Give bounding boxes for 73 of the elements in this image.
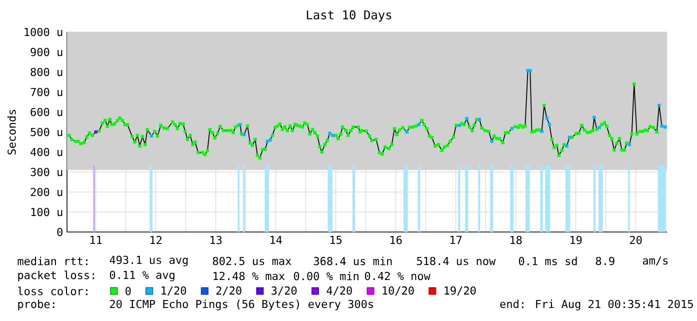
point bbox=[565, 144, 568, 148]
point bbox=[417, 123, 420, 126]
chart-title: Last 10 Days bbox=[306, 10, 392, 22]
point bbox=[658, 104, 661, 107]
point bbox=[545, 116, 548, 120]
point bbox=[328, 132, 332, 135]
y-tick-label: 200 u bbox=[30, 188, 62, 196]
text: 493.1 us avg bbox=[110, 256, 188, 266]
text: 0.00 % min bbox=[294, 272, 358, 280]
legend-title: loss color: bbox=[18, 286, 88, 296]
point bbox=[592, 116, 596, 119]
y-tick-label: 300 u bbox=[30, 168, 62, 176]
text: 8.9 bbox=[596, 256, 614, 266]
point bbox=[598, 126, 602, 129]
text: 802.5 us max bbox=[212, 256, 292, 266]
point bbox=[568, 136, 572, 139]
point bbox=[540, 130, 544, 133]
text: median rtt: bbox=[18, 256, 88, 266]
point bbox=[405, 130, 408, 134]
point bbox=[628, 143, 632, 146]
legend-label: 4/20 bbox=[326, 286, 352, 296]
x-tick-label: 12 bbox=[150, 236, 162, 244]
x-tick-label: 15 bbox=[330, 236, 342, 244]
x-tick-label: 18 bbox=[510, 236, 522, 244]
x-tick-label: 17 bbox=[450, 236, 462, 244]
text: probe: bbox=[18, 300, 54, 310]
y-tick-label: 1000 u bbox=[24, 28, 62, 36]
x-tick-label: 19 bbox=[570, 236, 582, 244]
y-tick-label: 600 u bbox=[30, 108, 62, 116]
point bbox=[458, 124, 462, 127]
point bbox=[490, 140, 494, 143]
y-tick-label: 700 u bbox=[30, 88, 62, 96]
y-tick-label: 0 bbox=[57, 228, 62, 236]
legend-label: 0 bbox=[126, 286, 131, 296]
y-axis-title: Seconds bbox=[7, 110, 16, 154]
text: 0.42 % now bbox=[364, 272, 430, 280]
point bbox=[664, 125, 667, 129]
text: 12.48 % max bbox=[214, 272, 285, 280]
text: end: Fri Aug 21 00:35:41 2015 bbox=[500, 300, 693, 310]
legend-label: 1/20 bbox=[162, 286, 186, 296]
point bbox=[150, 134, 154, 138]
point bbox=[528, 69, 532, 72]
legend-label: 3/20 bbox=[272, 286, 297, 296]
x-tick-label: 20 bbox=[630, 236, 642, 244]
text: 518.4 us now bbox=[416, 256, 496, 266]
x-tick-label: 11 bbox=[90, 236, 102, 244]
point bbox=[331, 134, 334, 137]
text: am/s bbox=[642, 256, 668, 266]
point bbox=[465, 117, 468, 120]
point bbox=[268, 138, 272, 142]
y-tick-label: 100 u bbox=[31, 208, 62, 216]
text: 20 ICMP Echo Pings (56 Bytes) every 300s bbox=[110, 300, 373, 310]
text: 0.1 ms sd bbox=[518, 256, 577, 266]
point bbox=[242, 133, 246, 136]
y-tick-label: 900 u bbox=[30, 48, 62, 56]
x-tick-label: 13 bbox=[210, 236, 222, 244]
y-tick-label: 800 u bbox=[30, 68, 62, 76]
legend-label: 2/20 bbox=[216, 286, 242, 296]
point bbox=[510, 127, 514, 130]
text: packet loss: bbox=[18, 270, 94, 282]
x-tick-label: 14 bbox=[270, 236, 282, 244]
y-tick-label: 500 u bbox=[30, 128, 62, 136]
point bbox=[94, 130, 98, 134]
point bbox=[660, 124, 664, 128]
point bbox=[266, 140, 270, 143]
point bbox=[548, 123, 552, 126]
point bbox=[478, 118, 482, 121]
x-tick-label: 16 bbox=[390, 236, 402, 244]
legend-label: 19/20 bbox=[444, 286, 476, 296]
y-tick-label: 400 u bbox=[30, 148, 62, 156]
text: 368.4 us min bbox=[314, 256, 392, 266]
legend-label: 10/20 bbox=[382, 286, 414, 296]
text: 0.11 % avg bbox=[110, 270, 174, 282]
